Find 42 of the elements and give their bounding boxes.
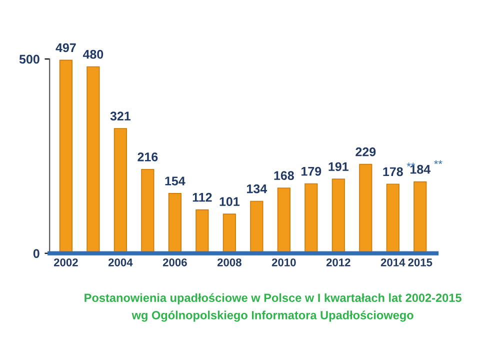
data-label: 178 — [383, 167, 403, 176]
data-label: 216 — [138, 152, 158, 162]
data-label: 497 — [56, 43, 76, 52]
x-tick-label: 2006 — [162, 258, 187, 266]
data-label: 168 — [274, 171, 294, 180]
data-label: 101 — [220, 197, 240, 206]
bar — [414, 181, 427, 254]
x-tick-label: 2008 — [217, 258, 242, 266]
bar — [59, 60, 72, 254]
data-label: 154 — [165, 176, 186, 186]
bar — [86, 66, 100, 254]
x-tick-label: 2012 — [326, 258, 350, 266]
bar — [222, 214, 236, 254]
bar — [196, 209, 209, 254]
text: wg Ogólnopolskiego Informatora Upadłościowego — [132, 310, 414, 322]
data-label: 112 — [192, 192, 212, 202]
bar — [141, 168, 154, 254]
bar — [332, 178, 345, 254]
bar — [168, 193, 182, 254]
x-tick-label: 2002 — [54, 258, 78, 266]
data-label: 321 — [110, 112, 131, 121]
data-label: 480 — [82, 50, 104, 59]
y-tick-label: 0 — [33, 249, 40, 258]
annotation: ** — [406, 162, 416, 166]
text: Postanowienia upadłościowe w Polsce w I kwartałach lat 2002-2015 — [84, 293, 462, 304]
bar — [386, 184, 400, 254]
data-label: 134 — [247, 184, 268, 194]
bar — [359, 164, 372, 254]
x-tick-label: 2015 — [408, 258, 432, 266]
bar — [114, 128, 127, 254]
bar — [304, 183, 318, 254]
x-tick-label: 2004 — [108, 258, 133, 266]
annotation: ** — [434, 160, 442, 164]
bar — [250, 200, 264, 254]
data-label: 229 — [356, 147, 376, 156]
data-label: 179 — [302, 166, 322, 176]
data-label: 184 — [410, 164, 430, 174]
x-tick-label: 2014 — [380, 258, 406, 266]
data-label: 191 — [328, 162, 348, 172]
bar — [277, 188, 290, 254]
y-tick-label: 500 — [19, 54, 40, 64]
x-tick-label: 2010 — [272, 258, 296, 266]
